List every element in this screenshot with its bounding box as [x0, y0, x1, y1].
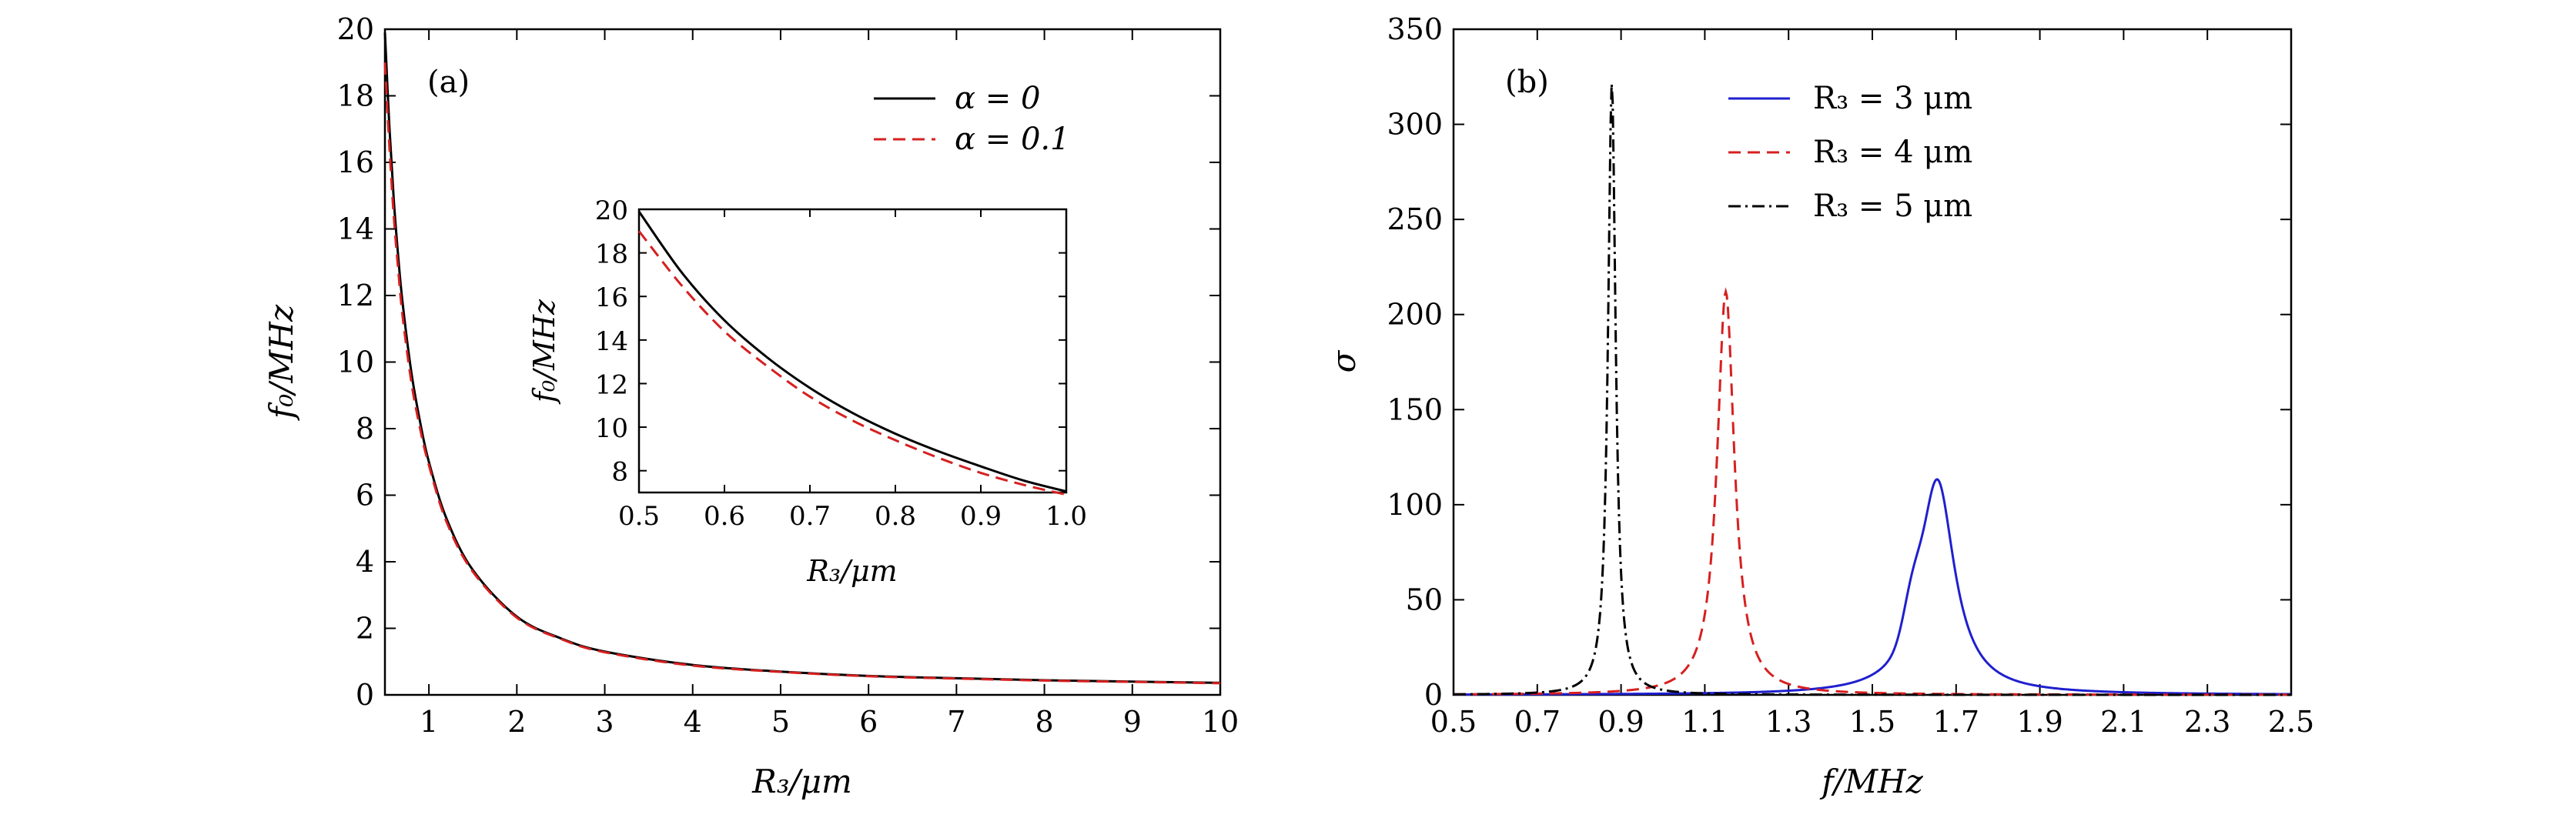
a-xtick-label-2: 3	[595, 705, 614, 739]
a-ytick-label-10: 20	[337, 12, 374, 46]
a-xtick-label-8: 9	[1123, 705, 1142, 739]
b-xtick-label-3: 1.1	[1681, 705, 1728, 739]
inset-ytick-label-4: 16	[595, 282, 628, 313]
a-legend: α = 0 α = 0.1	[874, 81, 1070, 157]
a-ytick-label-7: 14	[337, 212, 374, 246]
inset-xtick-label-4: 0.9	[960, 501, 1002, 532]
inset-frame	[637, 208, 1068, 494]
a-xtick-label-1: 2	[507, 705, 526, 739]
a-ytick-label-8: 16	[337, 145, 374, 179]
legend-label-alpha0: α = 0	[955, 81, 1040, 116]
a-xtick-label-6: 7	[947, 705, 965, 739]
b-ytick-label-7: 350	[1387, 12, 1443, 46]
b-xtick-label-1: 0.7	[1514, 705, 1561, 739]
a-xtick-label-7: 8	[1035, 705, 1053, 739]
b-ytick-label-2: 100	[1387, 488, 1443, 522]
a-ytick-label-4: 8	[356, 412, 374, 446]
a-xtick-label-5: 6	[859, 705, 878, 739]
b-xtick-label-5: 1.5	[1849, 705, 1895, 739]
b-series-line-0	[1454, 478, 2292, 696]
b-ytick-label-4: 200	[1387, 298, 1443, 332]
a-ytick-label-5: 10	[337, 346, 374, 379]
panel-a-tag: (a)	[427, 65, 470, 100]
a-xtick-label-4: 5	[771, 705, 790, 739]
a-y-axis-label: f₀/MHz	[263, 304, 300, 421]
inset-ticks: 0.5 0.6 0.7 0.8 0.9 1.0 8 10 12 14 16 18 20	[595, 195, 1087, 532]
panel-b-tag: (b)	[1505, 65, 1549, 100]
inset-series-line-0	[637, 210, 1067, 493]
b-ytick-label-3: 150	[1387, 392, 1443, 426]
legend-label-alpha01: α = 0.1	[955, 122, 1070, 157]
a-xtick-label-9: 10	[1202, 705, 1239, 739]
b-ytick-label-0: 0	[1424, 678, 1443, 712]
a-series-group	[383, 32, 1221, 685]
inset-y-axis-label: f₀/MHz	[527, 299, 561, 405]
b-x-axis-label: f/MHz	[1819, 763, 1923, 800]
b-series-group	[1453, 83, 2292, 696]
b-ytick-label-6: 300	[1387, 108, 1443, 142]
inset-xtick-label-0: 0.5	[618, 501, 660, 532]
legend-label-r3-5: R₃ = 5 μm	[1813, 189, 1972, 224]
b-series-line-2	[1453, 83, 2291, 696]
legend-label-r3-4: R₃ = 4 μm	[1813, 135, 1972, 170]
inset-ytick-label-1: 10	[595, 413, 628, 444]
b-ytick-label-5: 250	[1387, 202, 1443, 236]
b-xtick-label-9: 2.3	[2184, 705, 2230, 739]
inset-series-group	[637, 210, 1067, 496]
inset-ytick-label-3: 14	[595, 326, 628, 357]
inset-ytick-label-0: 8	[611, 457, 628, 488]
b-series-line-1	[1453, 287, 2291, 696]
plot-frame-b	[1452, 28, 2293, 696]
a-x-axis-label: R₃/μm	[751, 763, 852, 800]
a-ytick-label-6: 12	[337, 279, 374, 312]
inset-plot: 0.5 0.6 0.7 0.8 0.9 1.0 8 10 12 14 16 18 20 R₃/μm f₀…	[527, 195, 1087, 588]
b-xtick-label-4: 1.3	[1765, 705, 1812, 739]
a-ytick-label-3: 6	[356, 479, 374, 513]
b-ytick-label-1: 50	[1406, 583, 1443, 616]
inset-ytick-label-5: 18	[595, 239, 628, 270]
b-xtick-label-2: 0.9	[1597, 705, 1644, 739]
inset-xtick-label-1: 0.6	[704, 501, 745, 532]
a-xtick-label-3: 4	[684, 705, 702, 739]
b-xtick-label-0: 0.5	[1430, 705, 1477, 739]
b-legend: R₃ = 3 μm R₃ = 4 μm R₃ = 5 μm	[1728, 81, 1972, 224]
b-xtick-label-7: 1.9	[2016, 705, 2062, 739]
inset-ytick-label-6: 20	[595, 195, 628, 226]
b-y-axis-label: σ	[1325, 349, 1363, 372]
a-xtick-label-0: 1	[420, 705, 438, 739]
inset-xtick-label-2: 0.7	[789, 501, 831, 532]
b-xtick-label-8: 2.1	[2100, 705, 2146, 739]
b-xtick-label-10: 2.5	[2268, 705, 2314, 739]
inset-x-axis-label: R₃/μm	[806, 554, 897, 588]
legend-label-r3-3: R₃ = 3 μm	[1813, 81, 1972, 116]
panel-b: 0.5 0.7 0.9 1.1 1.3 1.5 1.7 1.9 2.1 2.3 2.5 0 50 100 1…	[1325, 12, 2314, 800]
a-series-line-1	[383, 62, 1221, 685]
inset-xtick-label-5: 1.0	[1045, 501, 1087, 532]
inset-ytick-label-2: 12	[595, 369, 628, 400]
a-ytick-label-0: 0	[356, 678, 374, 712]
a-ytick-label-1: 2	[356, 612, 374, 646]
inset-xtick-label-3: 0.8	[875, 501, 916, 532]
b-xtick-label-6: 1.7	[1933, 705, 1979, 739]
b-ticks: 0.5 0.7 0.9 1.1 1.3 1.5 1.7 1.9 2.1 2.3 2.5 0 50 100 1…	[1387, 12, 2314, 739]
a-ytick-label-9: 18	[337, 79, 374, 113]
a-ytick-label-2: 4	[356, 545, 374, 579]
inset-series-line-1	[637, 230, 1067, 496]
